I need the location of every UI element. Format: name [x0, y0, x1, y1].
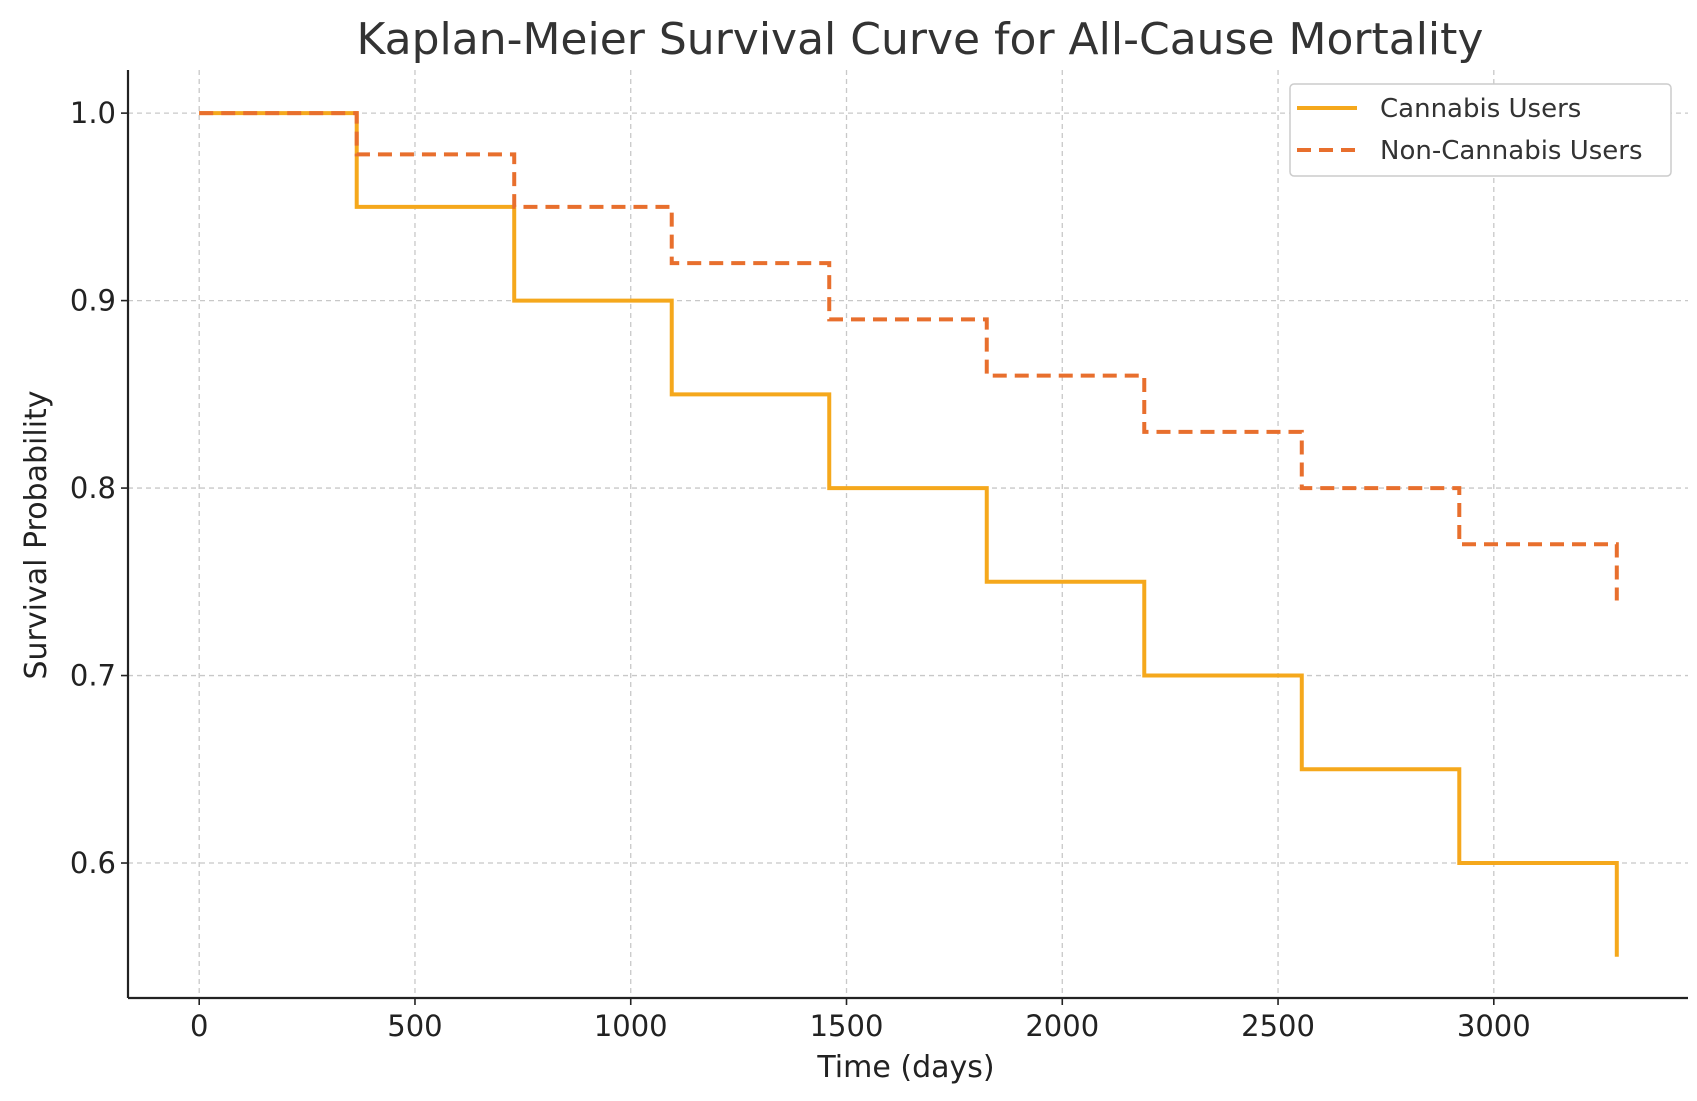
- y-tick-label: 0.7: [70, 659, 116, 693]
- x-tick-label: 0: [190, 1009, 208, 1043]
- legend-box: [1289, 83, 1672, 177]
- series-line-non-cannabis-users: [199, 111, 1619, 601]
- legend: Cannabis Users Non-Cannabis Users: [1289, 83, 1672, 177]
- y-tick-label: 0.9: [70, 284, 116, 318]
- x-tick-label: 2000: [1025, 1009, 1099, 1043]
- y-tick-label: 0.6: [70, 846, 116, 880]
- chart-title: Kaplan-Meier Survival Curve for All-Caus…: [357, 14, 1484, 65]
- ticks: 0 500 1000 1500 2000 2500 3000 0.6 0.7 0.8 0.9 1.0: [70, 96, 1531, 1043]
- x-tick-label: 1500: [810, 1009, 884, 1043]
- axes: [126, 70, 1688, 1000]
- y-axis-label: Survival Probability: [19, 390, 54, 679]
- x-tick-label: 3000: [1457, 1009, 1531, 1043]
- x-tick-label: 500: [387, 1009, 442, 1043]
- y-tick-label: 0.8: [70, 471, 116, 505]
- legend-label-non-cannabis-users: Non-Cannabis Users: [1380, 136, 1643, 166]
- y-tick-label: 1.0: [70, 96, 116, 130]
- legend-label-cannabis-users: Cannabis Users: [1380, 94, 1581, 124]
- grid: [128, 70, 1688, 998]
- series-layer: [199, 111, 1619, 957]
- x-axis-label: Time (days): [816, 1050, 994, 1085]
- x-tick-label: 2500: [1241, 1009, 1315, 1043]
- series-line-cannabis-users: [199, 111, 1619, 957]
- x-tick-label: 1000: [594, 1009, 668, 1043]
